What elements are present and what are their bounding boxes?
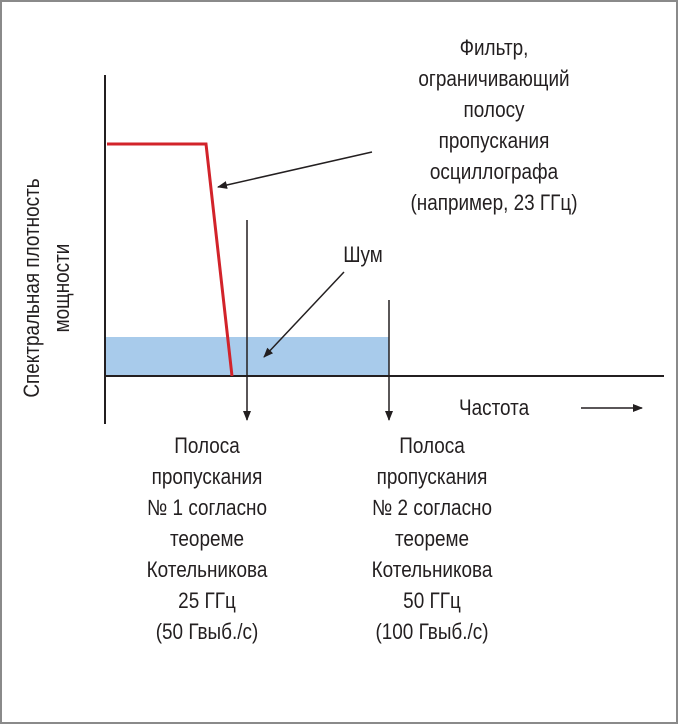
x-axis-label: Частота bbox=[459, 395, 530, 420]
bandwidth-2-label: Полоса пропускания № 2 согласно теореме … bbox=[371, 433, 493, 644]
noise-label: Шум bbox=[343, 242, 383, 267]
filter-response-curve bbox=[107, 142, 234, 377]
bandwidth-1-label: Полоса пропускания № 1 согласно теореме … bbox=[146, 433, 268, 644]
y-axis-label: Спектральная плотность мощности bbox=[19, 178, 74, 398]
noise-pointer-arrow bbox=[263, 271, 345, 358]
filter-pointer-arrow bbox=[217, 151, 373, 189]
filter-label: Фильтр, ограничивающий полосу пропускани… bbox=[410, 35, 578, 215]
